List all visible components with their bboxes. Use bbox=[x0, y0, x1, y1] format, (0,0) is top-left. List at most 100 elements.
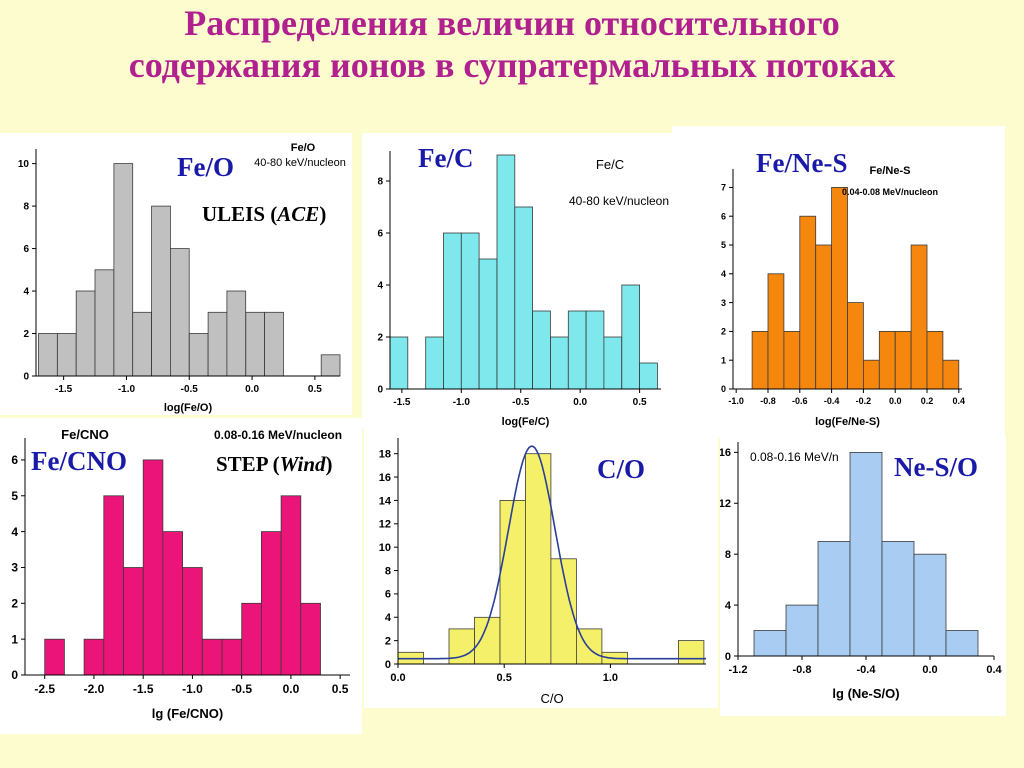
chart-fe-o: 0 2 4 6 8 10 -1.5 -1.0 -0.5 0.0 0.5 log(Fe/O) Fe/O 40… bbox=[18, 142, 346, 414]
bar-fe-ne-s-7 bbox=[862, 359, 880, 390]
x-tick-label-fe-ne-s-7: 0.4 bbox=[953, 396, 966, 406]
bar-c-o-11 bbox=[677, 640, 705, 665]
bar-fe-o-1 bbox=[57, 333, 77, 377]
x-axis-label-c-o: C/O bbox=[540, 691, 563, 706]
x-tick-label-fe-ne-s-5: 0.0 bbox=[889, 396, 902, 406]
y-tick-label-fe-cno-0: 0 bbox=[11, 668, 18, 682]
bar-fe-c-3 bbox=[443, 232, 462, 390]
bar-fe-cno-3 bbox=[103, 495, 124, 676]
bar-fe-o-9 bbox=[207, 311, 228, 377]
bar-fe-cno-13 bbox=[300, 602, 321, 676]
x-tick-label-fe-cno-1: -2.0 bbox=[84, 682, 105, 696]
x-tick-label-ne-s-o-1: -0.8 bbox=[793, 664, 812, 676]
bar-fe-ne-s-5 bbox=[831, 187, 848, 390]
y-tick-label-fe-c-8: 8 bbox=[377, 177, 383, 188]
y-tick-label-fe-cno-4: 4 bbox=[11, 525, 18, 539]
chart-fe-ne-s: 0 1 2 3 4 5 6 7 -1.0 -0.8 -0.6 -0.4 -0.2 0.0 0.2 0.4 log… bbox=[721, 165, 966, 428]
x-tick-label-fe-ne-s-6: 0.2 bbox=[921, 396, 934, 406]
chart-subtitle-ne-s-o: 0.08-0.16 MeV/n bbox=[750, 450, 839, 464]
bar-fe-c-13 bbox=[621, 284, 640, 390]
x-tick-label-fe-o-0: -1.5 bbox=[55, 384, 73, 395]
bar-fe-cno-0 bbox=[44, 638, 65, 676]
chart-title-fe-ne-s: Fe/Ne-S bbox=[870, 165, 911, 177]
panel-fe-o: 0 2 4 6 8 10 -1.5 -1.0 -0.5 0.0 0.5 log(Fe/O) Fe/O 40… bbox=[0, 133, 352, 415]
uleis-suffix: ) bbox=[319, 202, 327, 226]
bar-fe-cno-5 bbox=[142, 459, 164, 676]
x-tick-label-fe-o-4: 0.5 bbox=[308, 384, 322, 395]
panel-fe-c: 0 2 4 6 8 -1.5 -1.0 -0.5 0.0 0.5 log(Fe/C) Fe/C 40-8… bbox=[362, 133, 672, 429]
bar-fe-c-12 bbox=[603, 336, 623, 390]
chart-c-o: 0 2 4 6 8 10 12 14 16 18 0.0 0.5 1.0 C/O bbox=[379, 438, 706, 706]
bar-ne-s-o-3 bbox=[849, 451, 883, 657]
panel-ne-s-o: 0 4 8 12 16 -1.2 -0.8 -0.4 0.0 0.4 lg (Ne-S/O) 0.08… bbox=[720, 436, 1006, 716]
bar-fe-cno-7 bbox=[182, 567, 203, 676]
chart-subtitle-fe-o: 40-80 keV/nucleon bbox=[254, 157, 346, 169]
label-step-wind: STEP (Wind) bbox=[216, 452, 333, 476]
bar-fe-o-12 bbox=[264, 311, 284, 377]
bar-fe-cno-9 bbox=[221, 638, 243, 676]
x-tick-label-fe-cno-4: -0.5 bbox=[231, 682, 252, 696]
panel-c-o: 0 2 4 6 8 10 12 14 16 18 0.0 0.5 1.0 C/O bbox=[364, 428, 718, 708]
y-tick-label-fe-c-2: 2 bbox=[377, 333, 383, 344]
bar-fe-c-0 bbox=[389, 336, 409, 390]
y-tick-label-fe-c-6: 6 bbox=[377, 229, 383, 240]
bar-fe-cno-2 bbox=[83, 638, 105, 676]
bar-fe-ne-s-12 bbox=[942, 359, 960, 390]
y-tick-label-fe-cno-3: 3 bbox=[11, 561, 18, 575]
slide-title: Распределения величин относительного сод… bbox=[0, 2, 1024, 86]
bar-fe-ne-s-0 bbox=[751, 330, 769, 390]
y-tick-label-ne-s-o-12: 12 bbox=[720, 498, 731, 510]
x-tick-label-fe-ne-s-2: -0.6 bbox=[792, 396, 808, 406]
bar-fe-o-5 bbox=[132, 311, 152, 377]
x-axis-label-fe-ne-s: log(Fe/Ne-S) bbox=[815, 416, 880, 428]
x-tick-label-fe-ne-s-0: -1.0 bbox=[728, 396, 744, 406]
bar-fe-ne-s-2 bbox=[783, 330, 801, 390]
label-fe-ne-s: Fe/Ne-S bbox=[756, 148, 848, 178]
bar-ne-s-o-6 bbox=[945, 630, 979, 657]
y-tick-label-ne-s-o-0: 0 bbox=[725, 651, 731, 663]
chart-subtitle-fe-ne-s: 0.04-0.08 MeV/nucleon bbox=[842, 187, 938, 197]
chart-title-fe-c: Fe/C bbox=[596, 157, 624, 172]
y-tick-label-c-o-2: 2 bbox=[385, 635, 391, 647]
chart-subtitle-fe-cno: 0.08-0.16 MeV/nucleon bbox=[214, 428, 342, 442]
bar-fe-cno-11 bbox=[260, 531, 282, 676]
step-italic: Wind bbox=[279, 452, 326, 476]
y-tick-label-fe-ne-s-4: 4 bbox=[721, 269, 726, 279]
label-uleis-ace: ULEIS (ACE) bbox=[202, 202, 326, 226]
uleis-prefix: ULEIS ( bbox=[202, 202, 278, 226]
y-tick-label-c-o-6: 6 bbox=[385, 589, 391, 601]
x-tick-label-fe-o-3: 0.0 bbox=[245, 384, 259, 395]
y-tick-label-c-o-16: 16 bbox=[379, 472, 391, 484]
bar-fe-c-11 bbox=[585, 310, 605, 390]
y-tick-label-fe-o-10: 10 bbox=[18, 159, 30, 170]
bar-c-o-4 bbox=[499, 500, 526, 665]
bar-fe-ne-s-10 bbox=[910, 244, 928, 390]
y-tick-label-fe-c-4: 4 bbox=[377, 281, 383, 292]
bar-fe-o-3 bbox=[94, 269, 115, 377]
x-axis-label-fe-c: log(Fe/C) bbox=[502, 416, 550, 428]
y-tick-label-c-o-10: 10 bbox=[379, 542, 391, 554]
bar-fe-ne-s-4 bbox=[815, 244, 832, 390]
x-tick-label-ne-s-o-3: 0.0 bbox=[922, 664, 937, 676]
x-tick-label-fe-cno-6: 0.5 bbox=[332, 682, 349, 696]
slide-title-line-1: Распределения величин относительного bbox=[184, 3, 840, 43]
bar-fe-ne-s-8 bbox=[878, 330, 896, 390]
y-tick-label-ne-s-o-16: 16 bbox=[720, 447, 731, 459]
bar-fe-cno-10 bbox=[241, 602, 262, 676]
y-tick-label-c-o-4: 4 bbox=[385, 612, 392, 624]
x-tick-label-ne-s-o-4: 0.4 bbox=[986, 664, 1002, 676]
x-tick-label-fe-c-2: -0.5 bbox=[512, 397, 530, 408]
step-prefix: STEP ( bbox=[216, 452, 280, 476]
bar-fe-ne-s-1 bbox=[767, 273, 785, 390]
bar-ne-s-o-0 bbox=[753, 630, 787, 657]
bar-fe-o-10 bbox=[226, 290, 247, 377]
x-tick-label-fe-ne-s-3: -0.4 bbox=[824, 396, 840, 406]
bar-ne-s-o-4 bbox=[881, 541, 915, 657]
y-tick-label-ne-s-o-4: 4 bbox=[725, 600, 732, 612]
label-c-o: C/O bbox=[597, 454, 646, 484]
x-axis-label-fe-cno: lg (Fe/CNO) bbox=[152, 706, 224, 721]
x-tick-label-fe-o-2: -0.5 bbox=[181, 384, 199, 395]
x-axis-label-ne-s-o: lg (Ne-S/O) bbox=[832, 686, 899, 701]
bar-ne-s-o-1 bbox=[785, 604, 819, 657]
y-tick-label-fe-cno-6: 6 bbox=[11, 453, 18, 467]
